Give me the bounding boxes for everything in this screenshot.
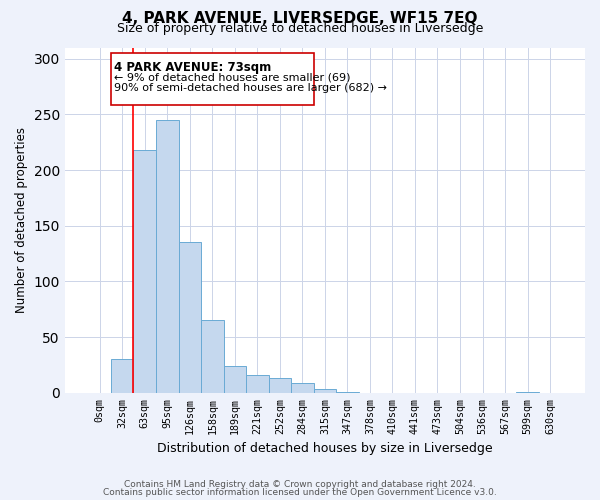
Bar — [336, 392, 359, 393]
Bar — [224, 366, 246, 393]
Bar — [156, 120, 179, 393]
Text: Contains public sector information licensed under the Open Government Licence v3: Contains public sector information licen… — [103, 488, 497, 497]
Bar — [517, 392, 539, 393]
X-axis label: Distribution of detached houses by size in Liversedge: Distribution of detached houses by size … — [157, 442, 493, 455]
Text: ← 9% of detached houses are smaller (69): ← 9% of detached houses are smaller (69) — [115, 72, 351, 82]
Text: 90% of semi-detached houses are larger (682) →: 90% of semi-detached houses are larger (… — [115, 83, 388, 93]
Bar — [246, 375, 269, 393]
Bar — [201, 320, 224, 393]
Text: Contains HM Land Registry data © Crown copyright and database right 2024.: Contains HM Land Registry data © Crown c… — [124, 480, 476, 489]
Bar — [269, 378, 291, 393]
Text: 4, PARK AVENUE, LIVERSEDGE, WF15 7EQ: 4, PARK AVENUE, LIVERSEDGE, WF15 7EQ — [122, 11, 478, 26]
Bar — [314, 390, 336, 393]
Bar — [179, 242, 201, 393]
Bar — [111, 53, 314, 106]
Y-axis label: Number of detached properties: Number of detached properties — [15, 127, 28, 313]
Text: Size of property relative to detached houses in Liversedge: Size of property relative to detached ho… — [117, 22, 483, 35]
Text: 4 PARK AVENUE: 73sqm: 4 PARK AVENUE: 73sqm — [115, 61, 272, 74]
Bar — [111, 360, 133, 393]
Bar — [133, 150, 156, 393]
Bar — [291, 383, 314, 393]
